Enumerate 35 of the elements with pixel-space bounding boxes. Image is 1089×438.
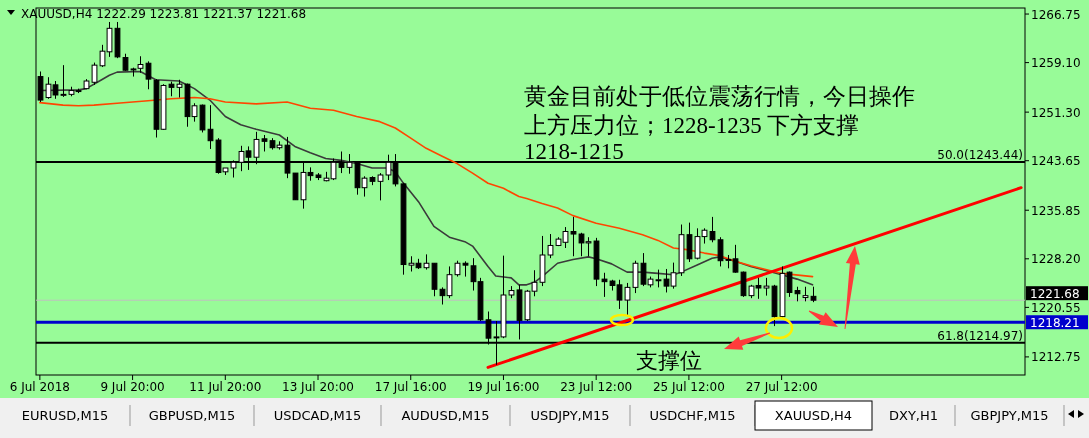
y-tick-label: 1220.55 bbox=[1031, 300, 1081, 315]
text: EURUSD,M15 bbox=[21, 408, 109, 423]
x-tick-label: 11 Jul 20:00 bbox=[189, 380, 262, 394]
y-tick-label: 1259.10 bbox=[1031, 56, 1081, 71]
x-tick-label: 13 Jul 20:00 bbox=[282, 380, 354, 394]
y-tick-label: 1228.20 bbox=[1031, 252, 1081, 267]
ref-line-label: 61.8(1214.97) bbox=[937, 328, 1023, 343]
y-tick-label: 1243.65 bbox=[1031, 154, 1081, 169]
y-tick-label: 1212.75 bbox=[1031, 350, 1081, 365]
x-tick-label: 6 Jul 2018 bbox=[9, 380, 70, 394]
y-tick-label: 1266.75 bbox=[1031, 7, 1081, 22]
text: XAUUSD,H4 bbox=[774, 408, 853, 423]
ref-line-label: 1218.21 bbox=[1030, 315, 1080, 330]
y-tick-label: 1235.85 bbox=[1031, 203, 1081, 218]
x-tick-label: 9 Jul 20:00 bbox=[100, 380, 165, 394]
text: USDCAD,M15 bbox=[273, 408, 362, 423]
text: USDCHF,M15 bbox=[649, 408, 736, 423]
y-tick-label: 1251.30 bbox=[1031, 105, 1081, 120]
ref-line-label: 50.0(1243.44) bbox=[937, 148, 1023, 163]
text: AUDUSD,M15 bbox=[401, 408, 490, 423]
text: DXY,H1 bbox=[888, 408, 939, 423]
annotation: 支撑位 bbox=[636, 348, 702, 373]
ref-line-label: 1221.68 bbox=[1030, 286, 1080, 301]
text: USDJPY,M15 bbox=[530, 408, 610, 423]
text: GBPJPY,M15 bbox=[970, 408, 1049, 423]
x-tick-label: 23 Jul 12:00 bbox=[560, 380, 633, 394]
text: GBPUSD,M15 bbox=[148, 408, 236, 423]
x-tick-label: 27 Jul 12:00 bbox=[745, 380, 818, 394]
x-tick-label: 17 Jul 16:00 bbox=[374, 380, 447, 394]
x-tick-label: 25 Jul 12:00 bbox=[652, 380, 725, 394]
annotation: 1218-1215 bbox=[524, 139, 624, 164]
annotation: 黄金目前处于低位震荡行情，今日操作 bbox=[524, 84, 915, 109]
x-tick-label: 19 Jul 16:00 bbox=[467, 380, 540, 394]
chart-title: XAUUSD,H4 1222.29 1223.81 1221.37 1221.68 bbox=[21, 7, 307, 21]
annotation: 上方压力位；1228-1235 下方支撑 bbox=[524, 113, 860, 138]
